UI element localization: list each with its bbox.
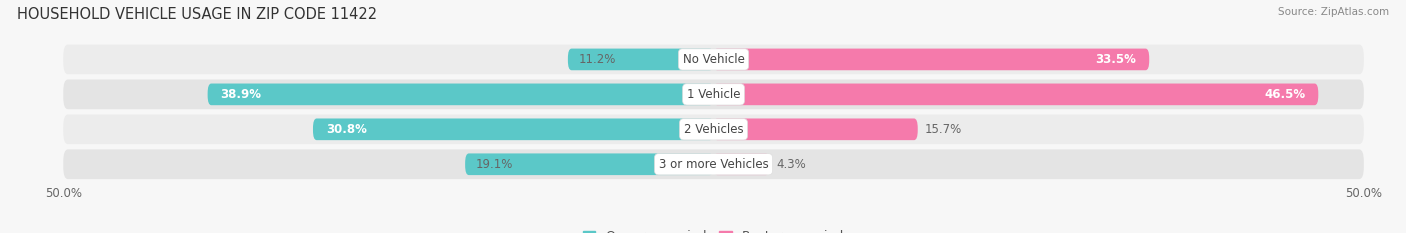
Text: 2 Vehicles: 2 Vehicles [683,123,744,136]
FancyBboxPatch shape [713,154,769,175]
Text: 46.5%: 46.5% [1264,88,1305,101]
Text: 1 Vehicle: 1 Vehicle [686,88,741,101]
FancyBboxPatch shape [713,84,1319,105]
FancyBboxPatch shape [63,149,1364,179]
Text: Source: ZipAtlas.com: Source: ZipAtlas.com [1278,7,1389,17]
FancyBboxPatch shape [314,118,713,140]
Text: 33.5%: 33.5% [1095,53,1136,66]
Text: 38.9%: 38.9% [221,88,262,101]
Legend: Owner-occupied, Renter-occupied: Owner-occupied, Renter-occupied [578,225,849,233]
FancyBboxPatch shape [713,118,918,140]
Text: 30.8%: 30.8% [326,123,367,136]
Text: 19.1%: 19.1% [475,158,513,171]
FancyBboxPatch shape [568,49,713,70]
Text: HOUSEHOLD VEHICLE USAGE IN ZIP CODE 11422: HOUSEHOLD VEHICLE USAGE IN ZIP CODE 1142… [17,7,377,22]
FancyBboxPatch shape [208,84,713,105]
FancyBboxPatch shape [63,114,1364,144]
FancyBboxPatch shape [63,45,1364,74]
Text: 4.3%: 4.3% [776,158,806,171]
Text: 11.2%: 11.2% [578,53,616,66]
FancyBboxPatch shape [465,154,713,175]
FancyBboxPatch shape [713,49,1149,70]
FancyBboxPatch shape [63,79,1364,109]
Text: 15.7%: 15.7% [924,123,962,136]
Text: No Vehicle: No Vehicle [682,53,745,66]
Text: 3 or more Vehicles: 3 or more Vehicles [658,158,769,171]
